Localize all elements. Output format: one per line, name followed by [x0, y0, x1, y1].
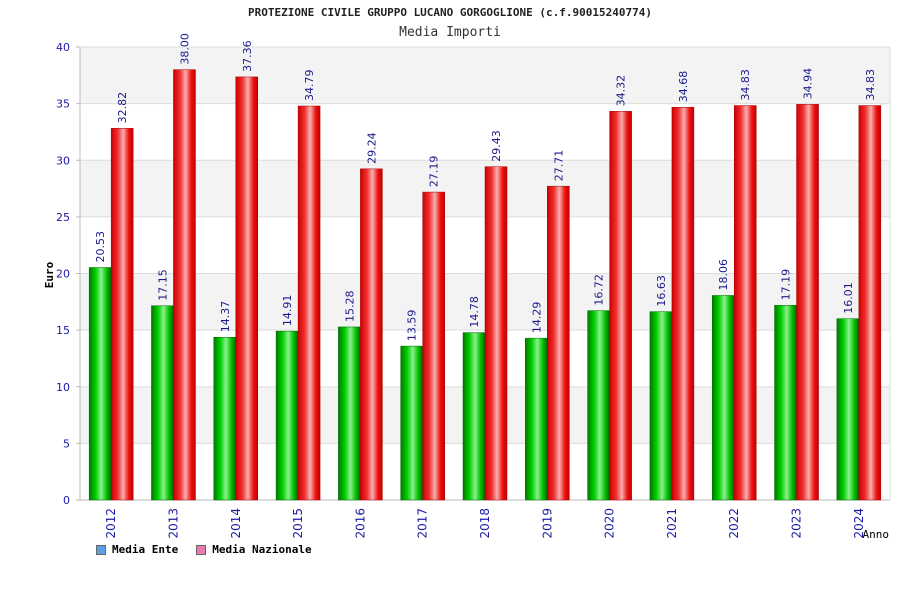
- legend-label-media-ente: Media Ente: [112, 543, 179, 556]
- bars: [88, 69, 882, 501]
- x-tick-label: 2020: [603, 508, 617, 539]
- legend-item-media-ente: Media Ente: [96, 543, 178, 556]
- bar-media-nazionale-2018: [484, 166, 508, 501]
- data-label: 14.37: [219, 301, 232, 333]
- x-tick-label: 2012: [104, 508, 118, 539]
- x-tick-label: 2018: [478, 508, 492, 539]
- bar-media-nazionale-2014: [235, 76, 259, 501]
- x-tick-label: 2015: [291, 508, 305, 539]
- data-label: 32.82: [116, 92, 129, 123]
- data-label: 29.24: [365, 132, 378, 164]
- data-label: 14.91: [281, 295, 294, 327]
- data-label: 20.53: [94, 231, 107, 263]
- data-label: 34.68: [677, 71, 690, 103]
- y-tick-label: 15: [56, 324, 70, 337]
- legend: Media Ente Media Nazionale: [96, 543, 312, 556]
- bar-media-ente-2017: [400, 345, 423, 501]
- bar-media-nazionale-2021: [671, 106, 695, 501]
- bar-media-nazionale-2019: [547, 185, 570, 501]
- bar-media-nazionale-2013: [173, 69, 196, 501]
- y-tick-label: 40: [56, 41, 70, 54]
- data-label: 14.29: [530, 302, 543, 334]
- data-label: 17.19: [780, 269, 793, 301]
- bar-media-nazionale-2016: [360, 168, 383, 501]
- x-axis-label: Anno: [863, 528, 890, 541]
- data-label: 17.15: [156, 269, 169, 301]
- data-label: 34.32: [615, 75, 628, 107]
- data-label: 13.59: [406, 310, 419, 342]
- x-tick-label: 2017: [416, 508, 430, 539]
- data-label: 34.83: [739, 69, 752, 101]
- bar-media-ente-2015: [275, 330, 299, 501]
- data-label: 15.28: [343, 290, 356, 322]
- legend-swatch-media-ente: [96, 544, 106, 555]
- bar-media-ente-2023: [774, 305, 797, 501]
- bar-media-nazionale-2023: [796, 104, 819, 501]
- data-label: 37.36: [241, 40, 254, 72]
- bar-media-ente-2016: [338, 326, 361, 501]
- data-label: 16.63: [655, 275, 668, 307]
- data-label: 14.78: [468, 296, 481, 328]
- y-tick-label: 20: [56, 268, 70, 281]
- plot-band: [80, 47, 890, 104]
- y-tick-label: 35: [56, 98, 70, 111]
- bar-media-ente-2018: [462, 332, 486, 501]
- x-tick-label: 2022: [727, 508, 741, 539]
- y-tick-label: 5: [63, 437, 70, 450]
- data-label: 16.72: [593, 274, 606, 306]
- data-label: 34.94: [802, 68, 815, 100]
- chart-subtitle: Media Importi: [399, 25, 501, 40]
- bar-media-nazionale-2012: [110, 128, 134, 501]
- data-label: 27.19: [428, 156, 441, 188]
- tick-labels: 0 5 10 15 20 25 30 35 40 2012 2013 2014 2015 2016 2017…: [56, 41, 866, 539]
- bar-media-ente-2019: [525, 337, 548, 501]
- data-label: 34.83: [864, 69, 877, 101]
- data-label: 38.00: [178, 33, 191, 65]
- bar-media-ente-2020: [587, 310, 610, 501]
- x-tick-label: 2019: [540, 508, 554, 539]
- chart-title: PROTEZIONE CIVILE GRUPPO LUCANO GORGOGLI…: [248, 6, 652, 19]
- bar-media-nazionale-2022: [733, 105, 757, 501]
- y-tick-label: 0: [63, 494, 70, 507]
- bar-media-ente-2021: [649, 311, 673, 501]
- bar-media-ente-2013: [151, 305, 174, 501]
- y-axis-label: Euro: [43, 261, 56, 288]
- bar-media-ente-2022: [711, 295, 735, 501]
- x-tick-label: 2013: [166, 508, 180, 539]
- plot-band: [80, 103, 890, 161]
- y-tick-label: 10: [56, 381, 70, 394]
- x-tick-label: 2021: [665, 508, 679, 539]
- bar-media-ente-2014: [213, 337, 237, 501]
- bar-media-ente-2012: [88, 267, 112, 501]
- data-label: 29.43: [490, 130, 503, 162]
- legend-label-media-nazionale: Media Nazionale: [212, 543, 312, 556]
- legend-item-media-nazionale: Media Nazionale: [196, 543, 312, 556]
- bar-media-nazionale-2017: [422, 191, 445, 501]
- x-tick-label: 2016: [353, 508, 367, 539]
- data-label: 34.79: [303, 70, 316, 102]
- data-labels: 20.53 32.82 17.15 38.00 14.37 37.36 14.91 34.79…: [94, 33, 877, 341]
- x-tick-label: 2024: [852, 508, 866, 539]
- y-tick-label: 25: [56, 211, 70, 224]
- bar-media-nazionale-2015: [297, 105, 321, 501]
- bar-media-ente-2024: [836, 318, 860, 501]
- legend-swatch-media-nazionale: [196, 544, 207, 555]
- bar-media-nazionale-2020: [609, 111, 632, 501]
- y-tick-label: 30: [56, 154, 70, 167]
- data-label: 27.71: [552, 150, 565, 182]
- bar-media-nazionale-2024: [858, 105, 882, 501]
- x-tick-label: 2023: [790, 508, 804, 539]
- data-label: 16.01: [842, 282, 855, 314]
- data-label: 18.06: [717, 259, 730, 291]
- x-tick-label: 2014: [229, 508, 243, 539]
